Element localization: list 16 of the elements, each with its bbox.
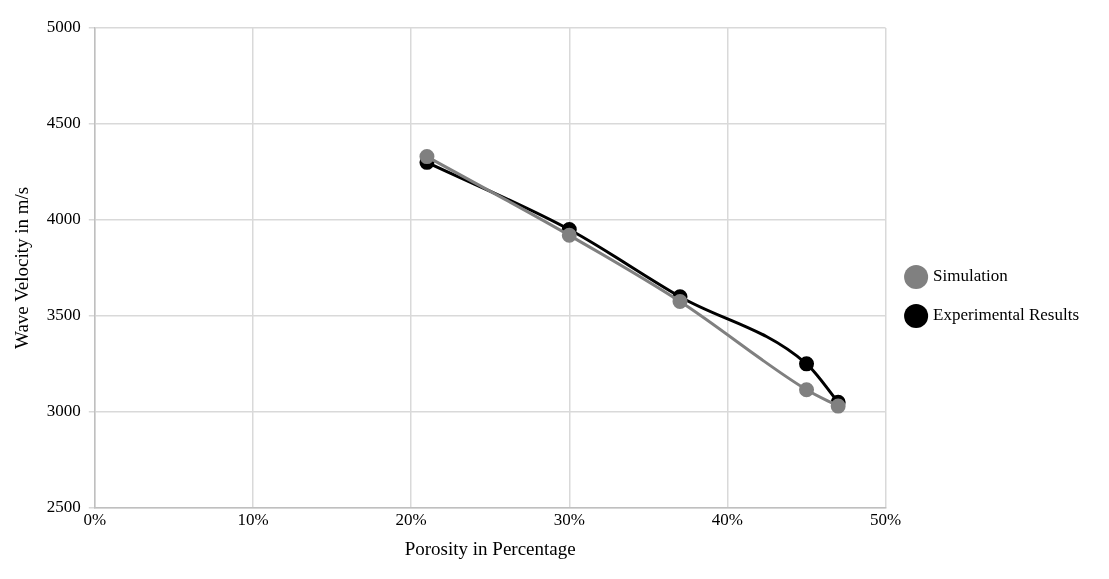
x-tick-label: 40% [711,510,744,530]
legend-label: Simulation [933,266,1009,286]
y-tick-label: 3000 [46,401,81,421]
y-tick-label: 2500 [46,497,81,517]
x-axis-title: Porosity in Percentage [404,537,576,559]
x-tick-label: 20% [395,510,427,530]
y-tick-label: 5000 [46,17,81,37]
x-tick-label: 10% [237,510,269,530]
x-tick-label: 30% [553,510,585,530]
y-axis-title: Wave Velocity in m/s [11,186,33,350]
y-tick-label: 4000 [46,209,81,229]
y-tick-label: 3500 [46,305,81,325]
y-tick-label: 4500 [46,113,81,133]
x-tick-label: 0% [83,510,107,530]
x-tick-label: 50% [870,510,902,530]
legend-label: Experimental Results [933,305,1079,325]
